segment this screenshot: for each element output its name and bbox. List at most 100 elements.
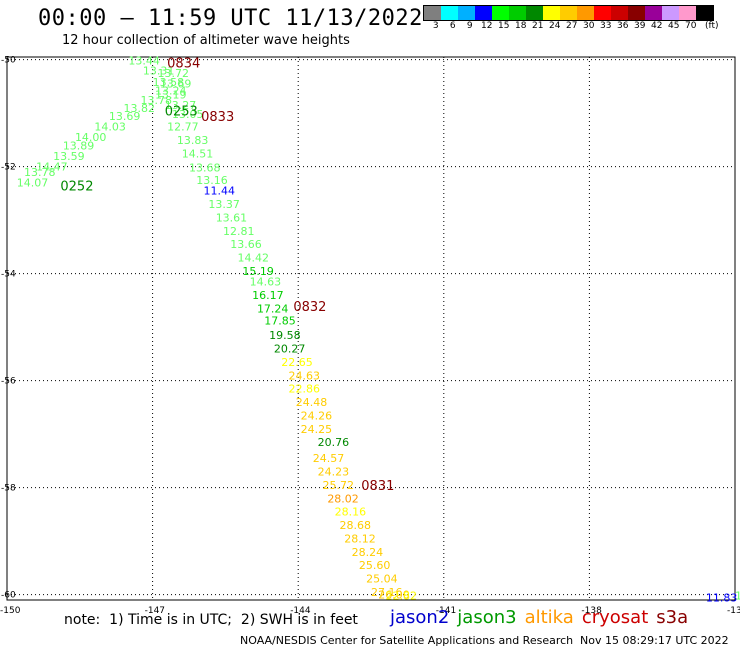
color-scale-label: 18 — [515, 21, 527, 31]
wave-height-value: 13.61 — [216, 211, 248, 224]
lat-tick-label: -54 — [1, 270, 16, 280]
wave-height-value: 13.58 — [153, 76, 185, 89]
wave-height-value: 28.24 — [352, 546, 384, 559]
color-swatch — [679, 6, 696, 20]
wave-height-value: 13.24 — [155, 85, 187, 98]
color-swatch — [492, 6, 509, 20]
wave-height-value: 22.82 — [386, 590, 418, 603]
lon-tick-label: -141 — [436, 606, 456, 616]
wave-height-value: 25.60 — [359, 559, 391, 572]
color-swatch — [509, 6, 526, 20]
wave-height-value: 24.48 — [296, 396, 328, 409]
wave-height-value: 13.66 — [230, 238, 262, 251]
wave-height-value: 13.37 — [208, 198, 240, 211]
wave-height-value: 13.68 — [189, 162, 221, 175]
color-scale-bar — [423, 5, 714, 21]
lat-tick-label: -60 — [1, 591, 16, 601]
wave-height-value: 25.72 — [322, 479, 354, 492]
page-subtitle: 12 hour collection of altimeter wave hei… — [62, 33, 350, 48]
wave-height-value: 12.81 — [223, 225, 255, 238]
color-scale-label: 15 — [498, 21, 510, 31]
wave-height-value: 13.31 — [143, 64, 175, 77]
wave-height-value: 14.00 — [75, 131, 107, 144]
wave-height-value: 16.17 — [252, 289, 283, 302]
wave-height-value: 14.03 — [94, 121, 126, 134]
wave-height-value: 13.44 — [128, 55, 160, 68]
color-swatch — [577, 6, 594, 20]
color-swatch — [424, 6, 441, 20]
lon-tick-label: -13 — [727, 606, 740, 616]
wave-height-value: 11.83 — [706, 591, 738, 604]
color-swatch — [696, 6, 713, 20]
wave-height-value: 24.23 — [318, 466, 350, 479]
credit-line: NOAA/NESDIS Center for Satellite Applica… — [240, 634, 574, 647]
color-scale-label: 36 — [617, 21, 629, 31]
color-swatch — [441, 6, 458, 20]
wave-height-value: 14.51 — [182, 147, 214, 160]
lon-tick-label: -144 — [290, 606, 311, 616]
color-swatch — [628, 6, 645, 20]
wave-height-value: 22.86 — [288, 383, 320, 396]
map-frame — [6, 56, 736, 601]
color-swatch — [526, 6, 543, 20]
wave-height-value: 13.78 — [140, 94, 172, 107]
wave-height-value: 28.02 — [327, 492, 359, 505]
page-title: 00:00 — 11:59 UTC 11/13/2022 — [38, 6, 423, 31]
wave-height-value: 14.07 — [17, 177, 48, 190]
wave-height-value: 24.57 — [313, 452, 345, 465]
color-scale-label: 45 — [668, 21, 680, 31]
lat-tick-label: -50 — [1, 56, 16, 66]
lon-tick-label: -150 — [0, 606, 21, 616]
units-note: note: 1) Time is in UTC; 2) SWH is in fe… — [64, 612, 358, 628]
wave-height-value: 13.19 — [155, 88, 187, 101]
color-scale-label: 27 — [566, 21, 578, 31]
color-scale-labels: 3 6 9 12 15 18 21 24 27 30 33 36 39 42 45 70 (ft) — [423, 21, 740, 33]
wave-height-value: 22.65 — [281, 356, 313, 369]
color-scale-label: 12 — [481, 21, 493, 31]
wave-height-value: 13.69 — [160, 78, 192, 91]
color-scale-label: 42 — [651, 21, 663, 31]
color-scale-label: 24 — [549, 21, 561, 31]
wave-height-value: 13.59 — [53, 150, 85, 163]
color-scale-label: 21 — [532, 21, 544, 31]
wave-height-value: 20.27 — [274, 343, 306, 356]
lat-tick-label: -58 — [1, 484, 16, 494]
wave-height-value: 19.58 — [269, 329, 301, 342]
satellite-cryosat: cryosat — [581, 607, 649, 628]
color-swatch — [458, 6, 475, 20]
pass-time-label: 0831 — [361, 479, 394, 494]
color-scale-label: 3 — [432, 21, 439, 31]
wave-height-value: 24.26 — [301, 409, 333, 422]
color-scale-label: 6 — [449, 21, 456, 31]
satellite-s3a: s3a — [656, 607, 689, 628]
wave-height-value: 28.68 — [339, 519, 371, 532]
color-scale-label: 9 — [466, 21, 473, 31]
generated-date: Nov 15 08:29:17 UTC 2022 — [580, 634, 729, 647]
color-scale-label: (ft) — [704, 21, 719, 31]
pass-time-label: 0833 — [201, 110, 234, 125]
wave-height-value: 14.63 — [250, 276, 282, 289]
pass-time-label: 0253 — [165, 104, 198, 119]
wave-height-value: 25.04 — [366, 573, 398, 586]
wave-height-value: 20.76 — [318, 436, 350, 449]
wave-height-value: 13.72 — [157, 67, 189, 80]
wave-height-value: 13.83 — [177, 134, 209, 147]
wave-height-value: 11.44 — [204, 185, 236, 198]
wave-height-value: 17.24 — [257, 302, 289, 315]
wave-height-value: 13.69 — [109, 110, 141, 123]
wave-height-value: 15.19 — [242, 265, 273, 278]
wave-height-value: 14.42 — [238, 252, 269, 265]
pass-time-label: 0252 — [60, 179, 93, 194]
wave-height-value: 13.89 — [63, 139, 95, 152]
wave-height-value: 13.16 — [196, 174, 228, 187]
color-scale-label: 70 — [685, 21, 697, 31]
lon-tick-label: -147 — [145, 606, 165, 616]
wave-height-value: 14.47 — [36, 161, 67, 174]
wave-height-value: 12.44 — [735, 590, 740, 603]
pass-time-label: 0834 — [167, 56, 200, 71]
color-swatch — [645, 6, 662, 20]
pass-time-label: 0832 — [293, 300, 326, 315]
wave-height-value: 24.25 — [301, 423, 333, 436]
color-scale-label: 30 — [583, 21, 595, 31]
wave-height-value: 24.63 — [288, 369, 320, 382]
